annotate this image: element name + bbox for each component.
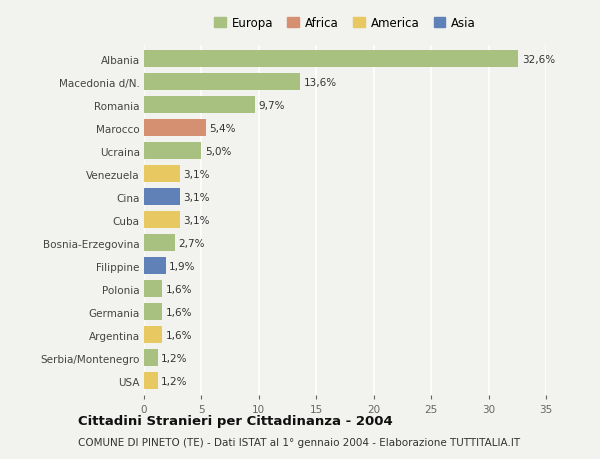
- Text: 13,6%: 13,6%: [304, 78, 337, 88]
- Text: COMUNE DI PINETO (TE) - Dati ISTAT al 1° gennaio 2004 - Elaborazione TUTTITALIA.: COMUNE DI PINETO (TE) - Dati ISTAT al 1°…: [78, 437, 520, 447]
- Text: 3,1%: 3,1%: [183, 169, 209, 179]
- Text: 5,4%: 5,4%: [209, 123, 236, 134]
- Bar: [144, 74, 300, 91]
- Text: 2,7%: 2,7%: [178, 238, 205, 248]
- Text: 1,9%: 1,9%: [169, 261, 196, 271]
- Text: 1,2%: 1,2%: [161, 376, 188, 386]
- Bar: [144, 143, 202, 160]
- Bar: [144, 372, 158, 390]
- Legend: Europa, Africa, America, Asia: Europa, Africa, America, Asia: [214, 17, 476, 30]
- Text: 1,2%: 1,2%: [161, 353, 188, 363]
- Bar: [144, 235, 175, 252]
- Bar: [144, 120, 206, 137]
- Text: 3,1%: 3,1%: [183, 192, 209, 202]
- Bar: [144, 257, 166, 275]
- Bar: [144, 51, 518, 68]
- Text: 9,7%: 9,7%: [259, 101, 286, 111]
- Bar: [144, 97, 256, 114]
- Text: 1,6%: 1,6%: [166, 330, 193, 340]
- Text: 1,6%: 1,6%: [166, 284, 193, 294]
- Bar: [144, 349, 158, 367]
- Text: 5,0%: 5,0%: [205, 146, 231, 157]
- Bar: [144, 166, 179, 183]
- Bar: [144, 326, 163, 344]
- Bar: [144, 280, 163, 298]
- Text: 3,1%: 3,1%: [183, 215, 209, 225]
- Bar: [144, 303, 163, 321]
- Text: 1,6%: 1,6%: [166, 307, 193, 317]
- Bar: [144, 189, 179, 206]
- Text: 32,6%: 32,6%: [522, 55, 555, 65]
- Bar: [144, 212, 179, 229]
- Text: Cittadini Stranieri per Cittadinanza - 2004: Cittadini Stranieri per Cittadinanza - 2…: [78, 414, 393, 428]
